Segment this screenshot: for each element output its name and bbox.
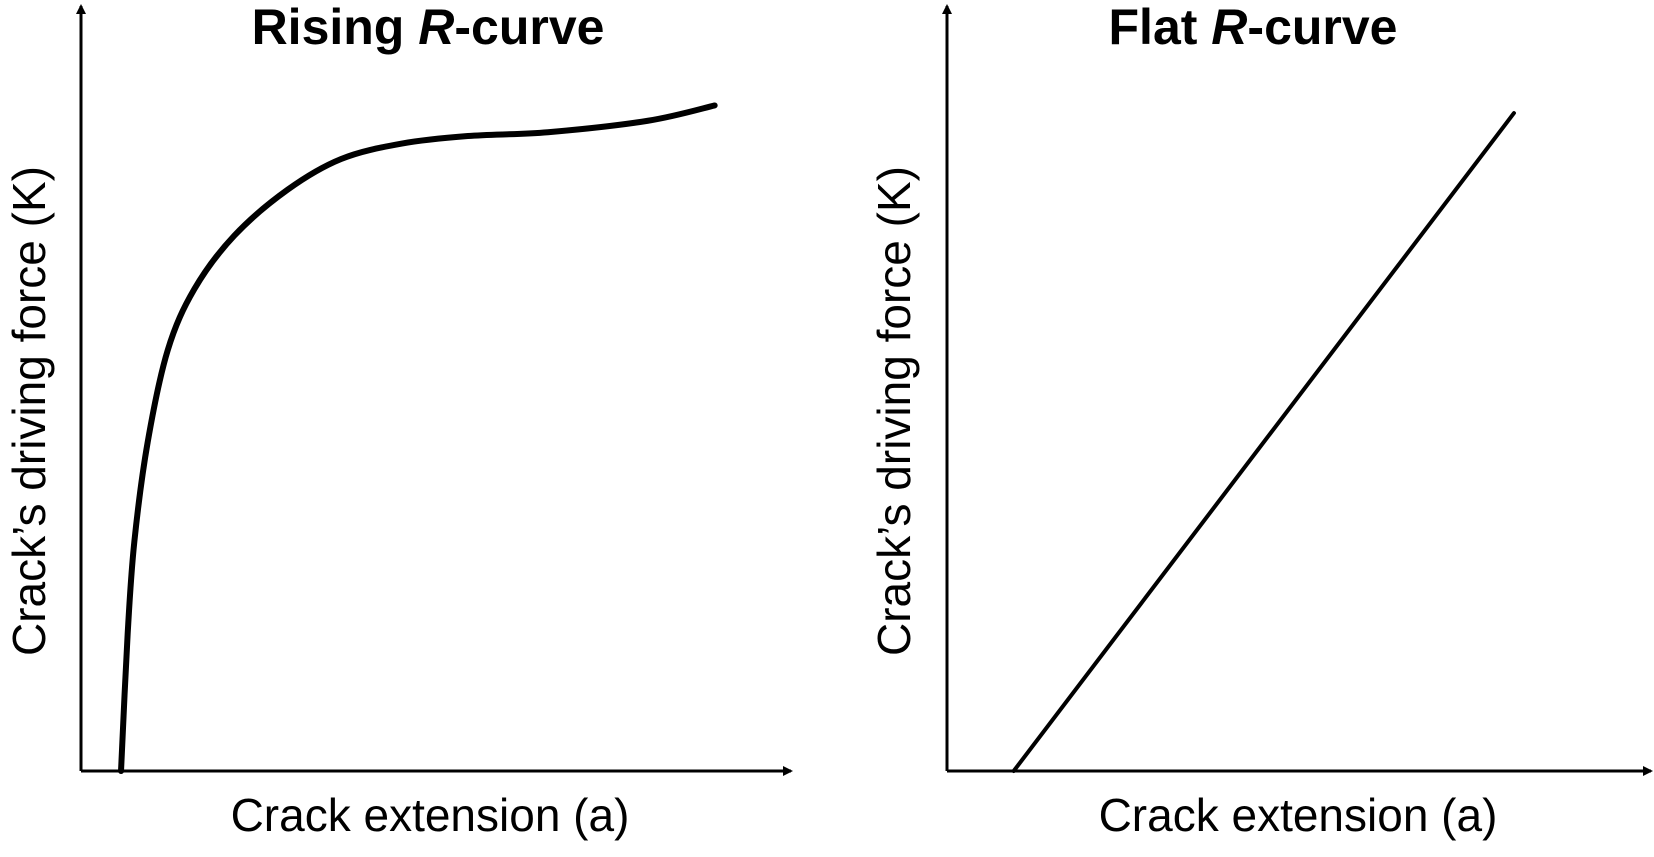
flat-r-curve-line <box>1011 111 1516 773</box>
title-italic-text: R <box>1211 0 1248 55</box>
left-x-axis-label: Crack extension (a) <box>230 789 630 841</box>
title-text: Rising <box>251 0 419 55</box>
title-suffix-text: -curve <box>454 0 605 55</box>
title-italic-text: R <box>418 0 455 55</box>
right-y-axis-label: Crack’s driving force (K) <box>868 166 920 656</box>
title-text: Flat <box>1108 0 1212 55</box>
title-suffix-text: -curve <box>1247 0 1398 55</box>
left-y-axis-label: Crack’s driving force (K) <box>3 166 55 656</box>
flat-r-curve-title: Flat R-curve <box>1109 0 1398 56</box>
right-x-axis-label: Crack extension (a) <box>1098 789 1498 841</box>
rising-r-curve-line <box>118 102 718 774</box>
rising-r-curve-title: Rising R-curve <box>252 0 605 56</box>
